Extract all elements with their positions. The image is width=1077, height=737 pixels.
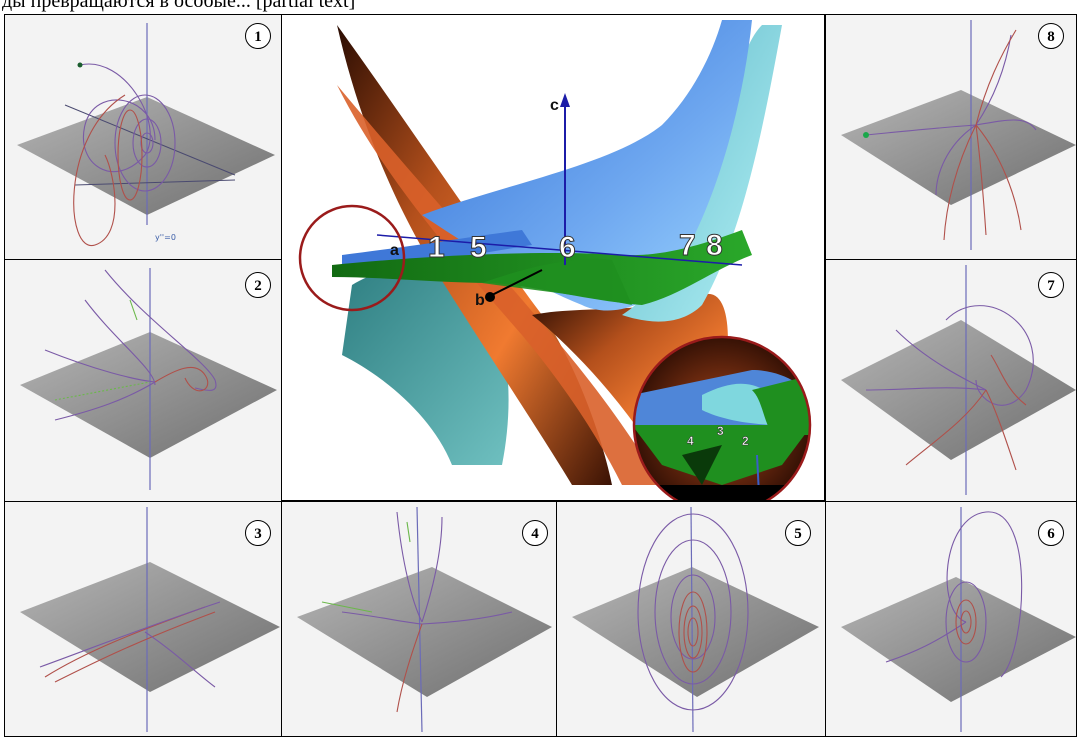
axis-label-b: b [475,292,485,309]
panel-number-badge: 7 [1038,272,1064,298]
phase-portrait-panel-2: 2 [4,259,282,502]
inset-label-4: 4 [687,434,694,448]
panel-number-badge: 1 [245,23,271,49]
surfaces-graphic: c a b 1 5 6 7 8 4 3 2 [298,20,812,500]
phase-portrait-2-graphic [20,268,277,490]
phase-portrait-7-graphic [841,265,1076,495]
region-label-8: 8 [706,229,723,262]
top-text: ды превращаются в особые... [partial tex… [2,0,356,12]
panel-number-badge: 4 [522,520,548,546]
b-axis [491,269,543,296]
phase-portrait-panel-3: 3 [4,501,282,737]
phase-portrait-panel-1: y''=0 1 [4,14,282,260]
bifurcation-surface-diagram: c a b 1 5 6 7 8 4 3 2 [281,14,825,501]
region-label-7: 7 [679,229,696,262]
inset-label-2: 2 [742,434,749,448]
phase-portrait-panel-7: 7 [825,259,1077,502]
axis-label-c: c [550,97,559,114]
phase-portrait-6-graphic [841,507,1076,732]
plane [17,97,275,215]
highlight-circle [298,204,406,312]
a-axis [376,234,743,266]
phase-portrait-4-graphic [297,506,552,733]
axis-label: y''=0 [155,233,176,242]
x-axis [74,179,236,186]
region-label-1: 1 [428,231,445,264]
phase-portrait-8-graphic [841,20,1076,250]
panel-number-badge: 3 [245,520,271,546]
phase-portrait-panel-6: 6 [825,501,1077,737]
phase-portrait-panel-8: 8 [825,14,1077,260]
phase-portrait-5-graphic [572,506,819,733]
phase-portrait-panel-5: 5 [556,501,826,737]
phase-portrait-panel-4: 4 [281,501,557,737]
cyan-surface [622,25,782,322]
magnified-inset [634,337,810,500]
axis-label-a: a [390,242,399,259]
top-partial-text: ды превращаются в особые... [partial tex… [0,0,1077,12]
panel-number-badge: 2 [245,272,271,298]
panel-number-badge: 6 [1038,520,1064,546]
phase-portrait-1-graphic: y''=0 [17,23,275,246]
region-label-5: 5 [470,231,487,264]
panel-number-badge: 5 [785,520,811,546]
phase-portrait-3-graphic [20,507,280,732]
trajectories [79,63,176,192]
panel-number-badge: 8 [1038,23,1064,49]
region-label-6: 6 [559,231,576,264]
inset-label-3: 3 [717,424,724,438]
